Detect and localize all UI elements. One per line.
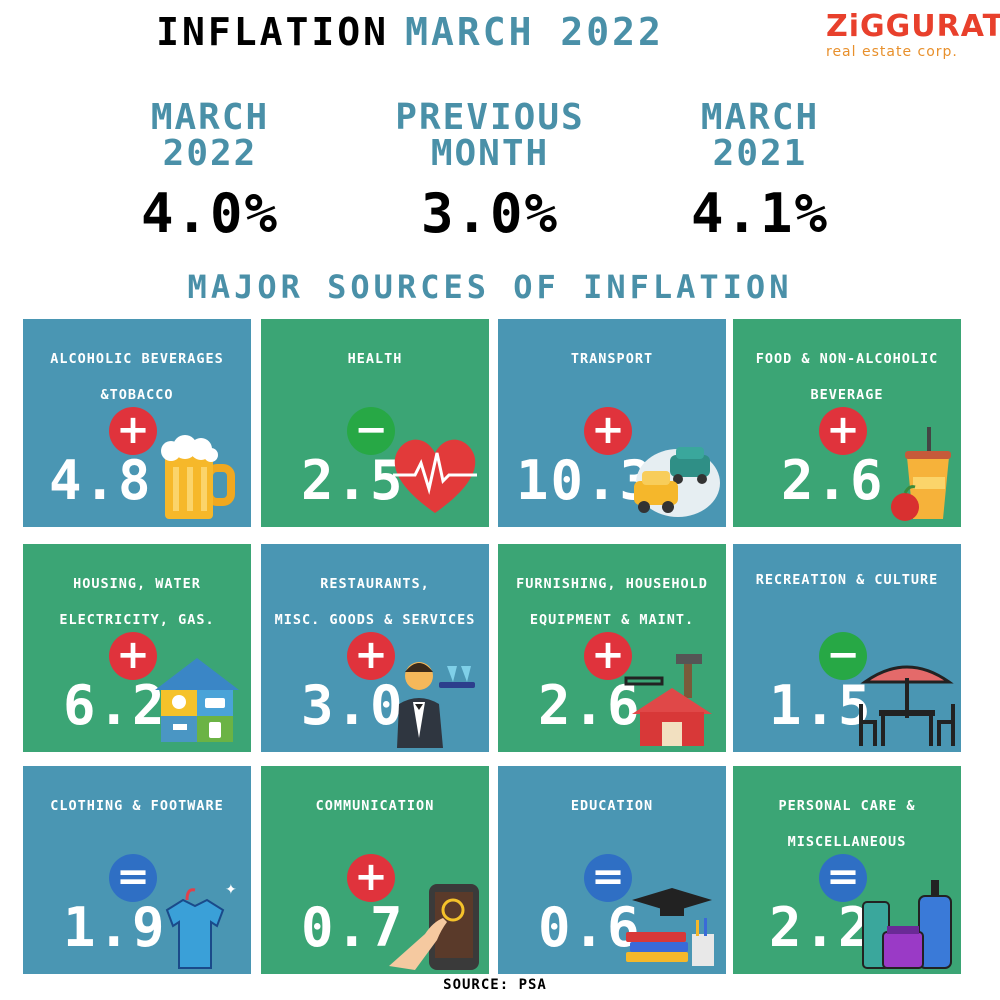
- tile-communication: COMMUNICATION + 0.7: [261, 766, 489, 974]
- waiter-icon: [397, 662, 475, 748]
- tile-value: 2.6: [781, 449, 885, 512]
- stat-value: 4.0%: [140, 182, 280, 245]
- stat-value: 4.1%: [690, 182, 830, 245]
- tile-value: 2.5: [301, 449, 405, 512]
- tile-title: RECREATION & CULTURE: [755, 572, 939, 588]
- ziggurat-logo: ZiGGURAT real estate corp.: [826, 9, 1000, 61]
- stat-march-2021: MARCH 2021 4.1%: [630, 97, 890, 246]
- svg-text:✦: ✦: [225, 882, 237, 898]
- tile-alcoholic-beverages: ALCOHOLIC BEVERAGES &TOBACCO + 4.8: [23, 319, 251, 527]
- tile-title: FURNISHING, HOUSEHOLD EQUIPMENT & MAINT.: [516, 576, 708, 628]
- tile-education: EDUCATION = 0.6: [498, 766, 726, 974]
- logo-name: ZiGGURAT: [826, 9, 1000, 44]
- tile-value: 0.7: [301, 896, 405, 959]
- stat-label: MARCH 2022: [150, 97, 270, 174]
- logo-subtitle: real estate corp.: [826, 44, 958, 60]
- shirt-icon: ✦: [165, 882, 237, 969]
- tile-health: HEALTH − 2.5: [261, 319, 489, 527]
- plus-icon: +: [347, 632, 395, 680]
- equals-icon: =: [109, 854, 157, 902]
- stat-value: 3.0%: [420, 182, 560, 245]
- plus-icon: +: [109, 632, 157, 680]
- plus-icon: +: [347, 854, 395, 902]
- plus-icon: +: [819, 407, 867, 455]
- tile-transport: TRANSPORT + 10.3: [498, 319, 726, 527]
- patio-table-icon: [859, 665, 955, 746]
- tile-value: 10.3: [516, 449, 655, 512]
- tile-value: 2.6: [538, 674, 642, 737]
- graduation-books-icon: [626, 888, 714, 966]
- tile-value: 3.0: [301, 674, 405, 737]
- stat-march-2022: MARCH 2022 4.0%: [80, 97, 340, 246]
- tile-title: HEALTH: [347, 351, 403, 367]
- drink-apple-icon: [891, 427, 951, 521]
- title-inflation: INFLATION: [156, 10, 390, 54]
- plus-icon: +: [584, 407, 632, 455]
- section-title: MAJOR SOURCES OF INFLATION: [187, 268, 793, 306]
- tile-title: ALCOHOLIC BEVERAGES &TOBACCO: [50, 351, 224, 403]
- tile-food-beverage: FOOD & NON-ALCOHOLIC BEVERAGE + 2.6: [733, 319, 961, 527]
- stat-label: PREVIOUS MONTH: [395, 97, 585, 174]
- house-tools-icon: [624, 654, 712, 746]
- smartphone-touch-icon: [389, 884, 479, 970]
- tile-title: FOOD & NON-ALCOHOLIC BEVERAGE: [755, 351, 939, 403]
- equals-icon: =: [584, 854, 632, 902]
- tile-title: HOUSING, WATER ELECTRICITY, GAS.: [59, 576, 215, 628]
- house-utilities-icon: [155, 658, 239, 742]
- tile-restaurants: RESTAURANTS, MISC. GOODS & SERVICES + 3.…: [261, 544, 489, 752]
- tile-value: 1.5: [769, 674, 873, 737]
- plus-icon: +: [584, 632, 632, 680]
- stat-label: MARCH 2021: [700, 97, 820, 174]
- tile-value: 1.9: [63, 896, 167, 959]
- tile-clothing: CLOTHING & FOOTWARE = 1.9 ✦: [23, 766, 251, 974]
- tile-title: CLOTHING & FOOTWARE: [50, 798, 224, 814]
- tile-title: PERSONAL CARE & MISCELLANEOUS: [778, 798, 916, 850]
- tile-furnishing: FURNISHING, HOUSEHOLD EQUIPMENT & MAINT.…: [498, 544, 726, 752]
- tile-personal-care: PERSONAL CARE & MISCELLANEOUS = 2.2: [733, 766, 961, 974]
- tile-title: TRANSPORT: [570, 351, 654, 367]
- tile-title: EDUCATION: [570, 798, 654, 814]
- source-note: SOURCE: PSA: [443, 977, 547, 993]
- tile-housing: HOUSING, WATER ELECTRICITY, GAS. + 6.2: [23, 544, 251, 752]
- tile-value: 2.2: [769, 896, 873, 959]
- minus-icon: −: [819, 632, 867, 680]
- tile-title: COMMUNICATION: [315, 798, 435, 814]
- plus-icon: +: [109, 407, 157, 455]
- cosmetics-icon: [862, 880, 952, 969]
- title-date: MARCH 2022: [405, 10, 664, 54]
- heart-pulse-icon: [393, 439, 477, 513]
- equals-icon: =: [819, 854, 867, 902]
- cars-icon: [634, 447, 720, 517]
- minus-icon: −: [347, 407, 395, 455]
- tile-value: 4.8: [49, 449, 153, 512]
- tile-value: 0.6: [538, 896, 642, 959]
- tile-recreation: RECREATION & CULTURE − 1.5: [733, 544, 961, 752]
- stat-previous-month: PREVIOUS MONTH 3.0%: [360, 97, 620, 246]
- tile-title: RESTAURANTS, MISC. GOODS & SERVICES: [274, 576, 476, 628]
- page-title: INFLATION MARCH 2022: [0, 10, 820, 54]
- beer-mug-icon: [161, 435, 235, 519]
- tile-value: 6.2: [63, 674, 167, 737]
